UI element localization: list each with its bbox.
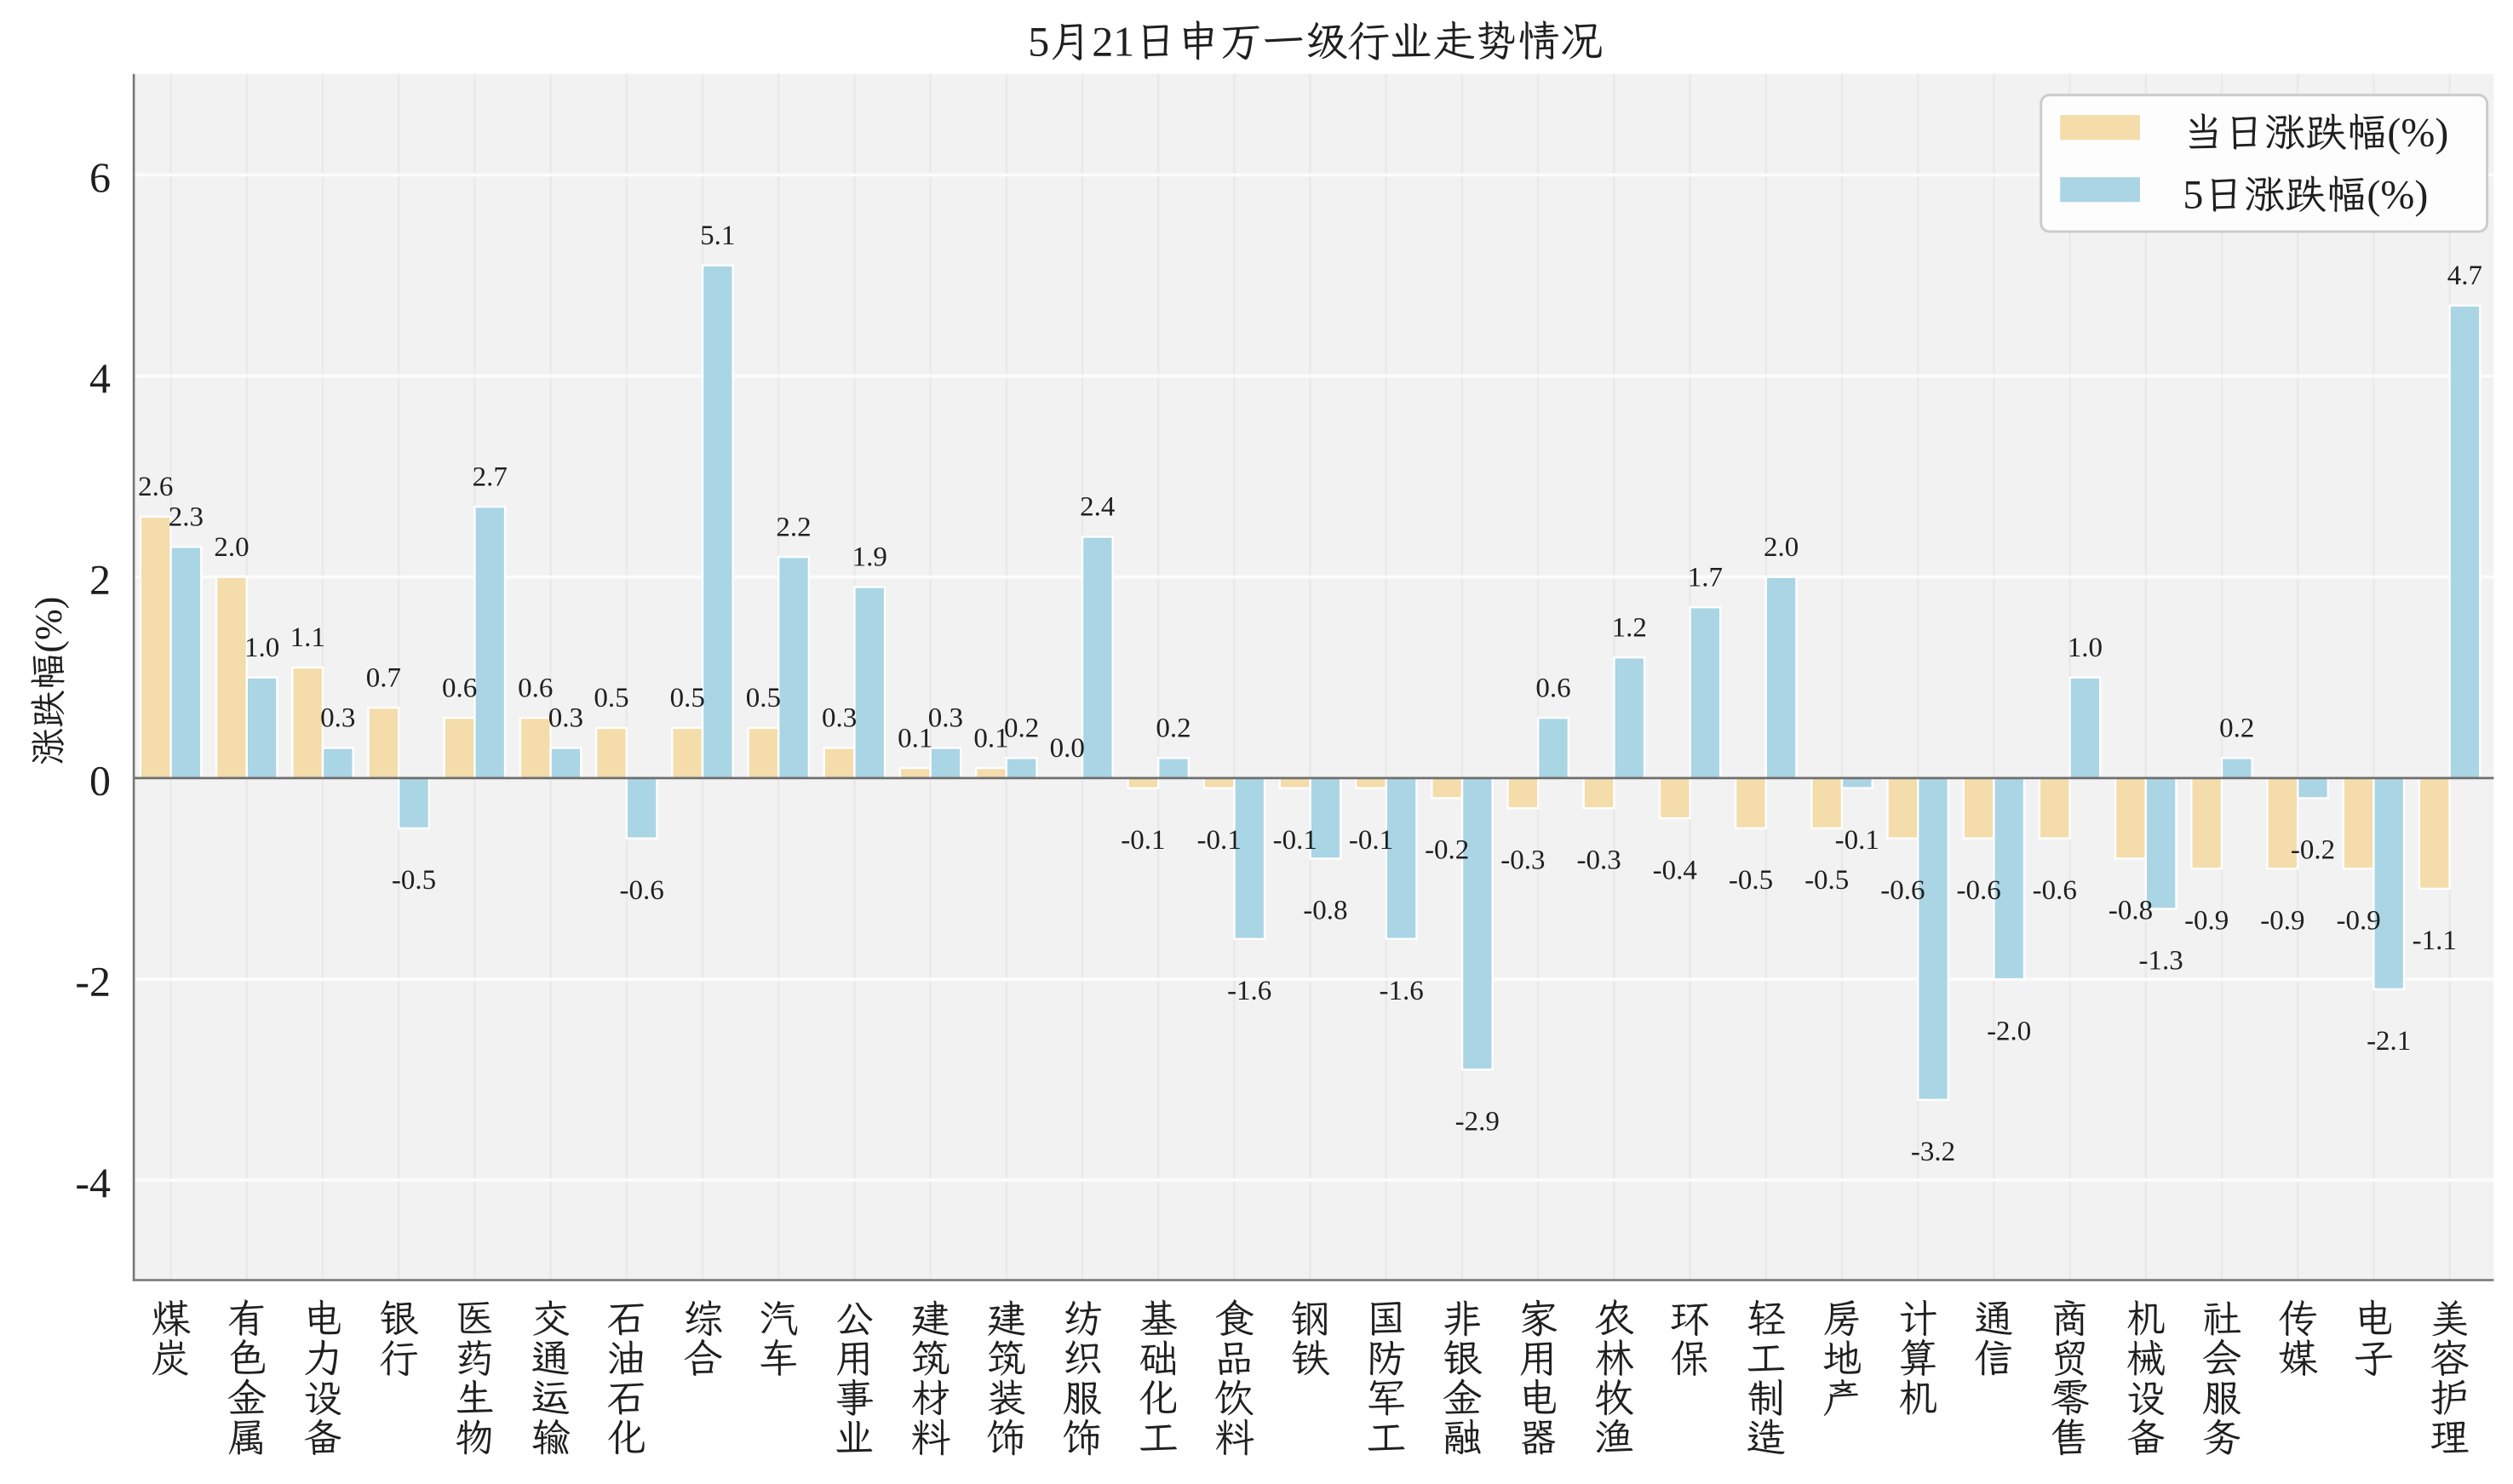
svg-text:2.4: 2.4 — [1080, 492, 1115, 523]
svg-text:-1.1: -1.1 — [2413, 925, 2457, 956]
svg-text:2.0: 2.0 — [214, 532, 249, 563]
svg-text:0.3: 0.3 — [928, 703, 963, 734]
svg-text:-0.8: -0.8 — [2109, 896, 2153, 926]
svg-text:1.0: 1.0 — [244, 633, 279, 663]
svg-text:-0.9: -0.9 — [2184, 905, 2229, 936]
svg-text:-0.1: -0.1 — [1273, 825, 1317, 856]
svg-text:-0.9: -0.9 — [2336, 905, 2380, 936]
svg-text:2.0: 2.0 — [1764, 532, 1799, 563]
svg-text:2.7: 2.7 — [473, 461, 508, 492]
svg-text:0.3: 0.3 — [320, 703, 355, 734]
svg-text:-0.8: -0.8 — [1303, 896, 1347, 926]
svg-text:1.0: 1.0 — [2068, 633, 2103, 663]
svg-text:0.0: 0.0 — [1050, 733, 1085, 764]
svg-text:0.2: 0.2 — [1156, 713, 1191, 744]
svg-text:-2.0: -2.0 — [1987, 1016, 2031, 1046]
svg-text:-4: -4 — [75, 1159, 111, 1206]
svg-text:5: 5 — [1028, 17, 1049, 65]
svg-text:-0.6: -0.6 — [1880, 875, 1925, 906]
svg-text:4: 4 — [89, 354, 111, 402]
svg-text:0.5: 0.5 — [594, 683, 628, 713]
svg-text:0.6: 0.6 — [518, 673, 553, 703]
svg-text:0.6: 0.6 — [442, 673, 477, 703]
svg-text:6: 6 — [89, 153, 111, 201]
svg-text:5: 5 — [2183, 173, 2203, 218]
svg-text:-0.3: -0.3 — [1500, 845, 1545, 876]
svg-text:0.5: 0.5 — [670, 683, 705, 713]
svg-text:2: 2 — [89, 555, 111, 603]
svg-text:0.1: 0.1 — [973, 723, 1008, 753]
svg-text:2.3: 2.3 — [169, 502, 204, 533]
svg-text:-0.6: -0.6 — [2033, 875, 2077, 906]
svg-text:0.2: 0.2 — [2219, 713, 2254, 744]
svg-text:21: 21 — [1092, 17, 1134, 65]
svg-text:-0.9: -0.9 — [2260, 905, 2304, 936]
svg-text:(%): (%) — [2387, 111, 2448, 156]
svg-text:-0.4: -0.4 — [1653, 855, 1697, 885]
svg-text:-0.5: -0.5 — [392, 865, 436, 896]
svg-text:-0.1: -0.1 — [1835, 825, 1879, 856]
svg-text:-2: -2 — [75, 958, 111, 1006]
svg-text:-0.2: -0.2 — [1425, 835, 1469, 866]
svg-text:-0.1: -0.1 — [1121, 825, 1165, 856]
svg-text:2.6: 2.6 — [138, 472, 173, 502]
svg-text:0.1: 0.1 — [898, 723, 932, 753]
svg-text:4.7: 4.7 — [2447, 261, 2482, 291]
svg-text:0: 0 — [89, 757, 111, 805]
svg-text:-0.5: -0.5 — [1804, 865, 1849, 896]
svg-text:(%): (%) — [2367, 173, 2428, 218]
svg-text:1.2: 1.2 — [1612, 612, 1647, 643]
svg-text:0.2: 0.2 — [1004, 713, 1039, 744]
svg-text:1.1: 1.1 — [290, 622, 325, 653]
svg-text:-0.2: -0.2 — [2291, 835, 2335, 866]
svg-text:(%): (%) — [28, 597, 70, 653]
svg-text:-0.6: -0.6 — [619, 875, 663, 906]
svg-text:0.5: 0.5 — [746, 683, 781, 713]
svg-text:-0.5: -0.5 — [1729, 865, 1773, 896]
svg-text:2.2: 2.2 — [776, 512, 811, 542]
svg-text:-0.3: -0.3 — [1576, 845, 1621, 876]
svg-text:-2.1: -2.1 — [2367, 1026, 2411, 1057]
svg-text:-1.3: -1.3 — [2138, 946, 2183, 977]
svg-text:1.7: 1.7 — [1688, 562, 1723, 593]
svg-text:1.9: 1.9 — [852, 542, 887, 573]
svg-text:-0.1: -0.1 — [1196, 825, 1241, 856]
svg-text:0.7: 0.7 — [366, 662, 401, 693]
svg-text:5.1: 5.1 — [700, 221, 735, 251]
svg-text:-3.2: -3.2 — [1911, 1137, 1955, 1167]
svg-text:-1.6: -1.6 — [1227, 976, 1271, 1006]
svg-text:-2.9: -2.9 — [1455, 1107, 1500, 1137]
svg-text:-0.6: -0.6 — [1956, 875, 2000, 906]
svg-text:-0.1: -0.1 — [1349, 825, 1393, 856]
svg-text:-1.6: -1.6 — [1379, 976, 1423, 1006]
svg-text:0.3: 0.3 — [822, 703, 857, 734]
svg-text:0.6: 0.6 — [1535, 673, 1570, 703]
svg-text:0.3: 0.3 — [548, 703, 583, 734]
